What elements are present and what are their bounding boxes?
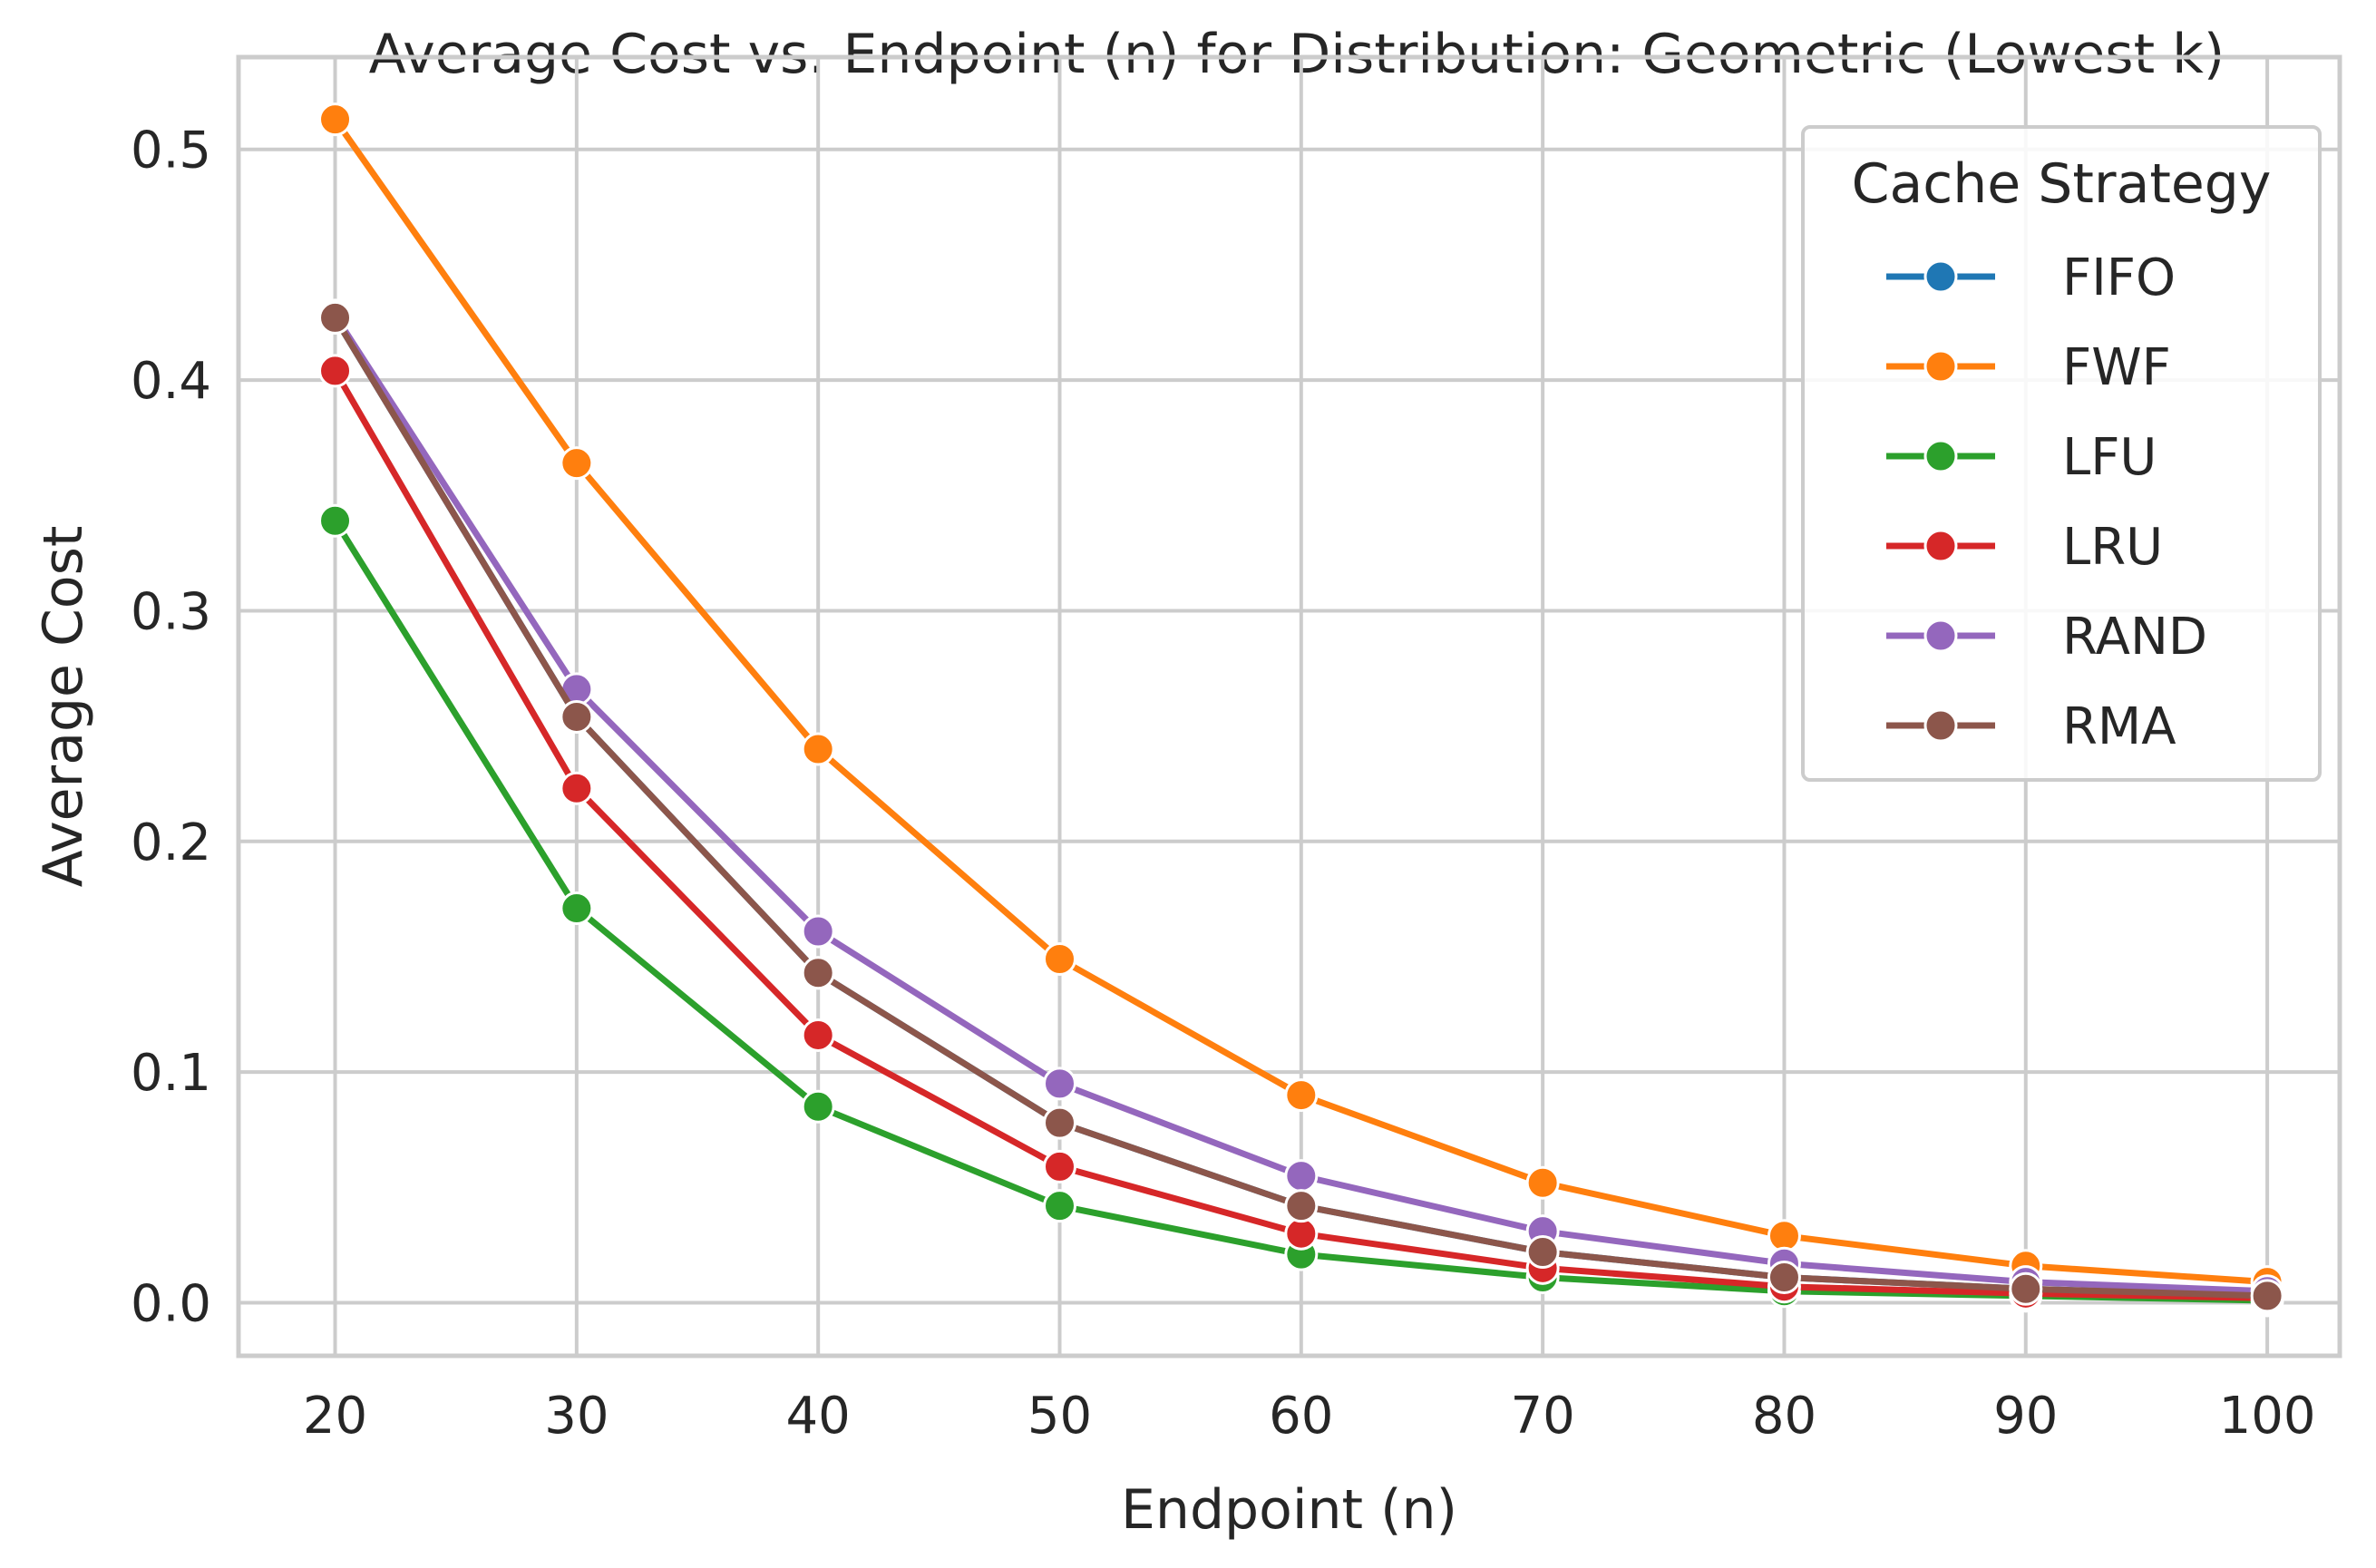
y-tick-label: 0.0 (131, 1274, 211, 1333)
legend-label: RAND (2062, 608, 2207, 667)
chart-title: Average Cost vs. Endpoint (n) for Distri… (369, 23, 2225, 86)
data-point (1284, 1159, 1319, 1193)
series-lru (318, 354, 2284, 1315)
data-point (560, 446, 594, 481)
data-point (1525, 1165, 1560, 1200)
data-point (1284, 1216, 1319, 1251)
legend-item: RAND (1886, 608, 2207, 667)
legend-item: FWF (1886, 338, 2171, 397)
legend-item: RMA (1886, 697, 2176, 756)
legend-title: Cache Strategy (1852, 152, 2272, 216)
data-point (560, 699, 594, 734)
y-axis-label: Average Cost (32, 526, 95, 888)
data-point (1042, 942, 1076, 977)
data-point (1284, 1189, 1319, 1223)
legend-label: FIFO (2062, 248, 2176, 307)
legend-swatch-marker (1923, 529, 1958, 563)
legend-label: FWF (2062, 338, 2171, 397)
data-point (801, 956, 835, 990)
data-point (801, 732, 835, 766)
data-point (1767, 1261, 1801, 1295)
y-tick-label: 0.3 (131, 582, 211, 641)
data-point (560, 771, 594, 805)
data-point (1042, 1066, 1076, 1101)
legend-swatch-marker (1923, 259, 1958, 294)
x-tick-label: 40 (786, 1387, 851, 1446)
y-tick-label: 0.5 (131, 122, 211, 180)
x-axis-label: Endpoint (n) (1121, 1478, 1457, 1542)
plot-frame (236, 54, 2342, 1359)
data-point (1525, 1235, 1560, 1270)
legend-swatch-marker (1923, 439, 1958, 473)
data-point (318, 102, 353, 137)
legend-item: FIFO (1886, 248, 2176, 307)
legend: Cache Strategy FIFO FWF LFU LRU RAND RMA (1801, 125, 2322, 782)
data-point (1284, 1078, 1319, 1113)
data-point (801, 914, 835, 949)
series-group (318, 102, 2284, 1318)
data-point (2250, 1279, 2284, 1313)
data-point (318, 300, 353, 335)
legend-item: LFU (1886, 428, 2157, 487)
data-point (801, 1089, 835, 1124)
x-tick-label: 90 (1993, 1387, 2058, 1446)
legend-box (1801, 125, 2322, 782)
legend-label: RMA (2062, 697, 2176, 756)
x-tick-label: 60 (1269, 1387, 1333, 1446)
x-tick-label: 30 (544, 1387, 609, 1446)
legend-label: LFU (2062, 428, 2157, 487)
data-point (801, 1018, 835, 1052)
data-point (318, 354, 353, 388)
legend-swatch-marker (1923, 708, 1958, 743)
series-rma (318, 300, 2284, 1313)
data-point (560, 891, 594, 926)
tick-labels: 20 30 40 50 60 70 80 90 100 0.0 0.1 0.2 0.3 0.4 0.5 (131, 122, 2316, 1446)
x-tick-label: 70 (1511, 1387, 1575, 1446)
data-point (2009, 1271, 2043, 1306)
data-point (1042, 1105, 1076, 1140)
y-tick-label: 0.4 (131, 352, 211, 411)
data-point (318, 503, 353, 538)
data-point (1042, 1189, 1076, 1223)
legend-item: LRU (1886, 518, 2163, 577)
x-tick-label: 50 (1027, 1387, 1092, 1446)
data-point (1767, 1219, 1801, 1253)
x-tick-label: 80 (1752, 1387, 1816, 1446)
y-tick-label: 0.2 (131, 813, 211, 872)
x-tick-label: 100 (2219, 1387, 2316, 1446)
x-tick-label: 20 (303, 1387, 367, 1446)
legend-label: LRU (2062, 518, 2163, 577)
y-tick-label: 0.1 (131, 1044, 211, 1103)
legend-swatch-marker (1923, 349, 1958, 384)
legend-swatch-marker (1923, 618, 1958, 653)
data-point (1042, 1149, 1076, 1183)
